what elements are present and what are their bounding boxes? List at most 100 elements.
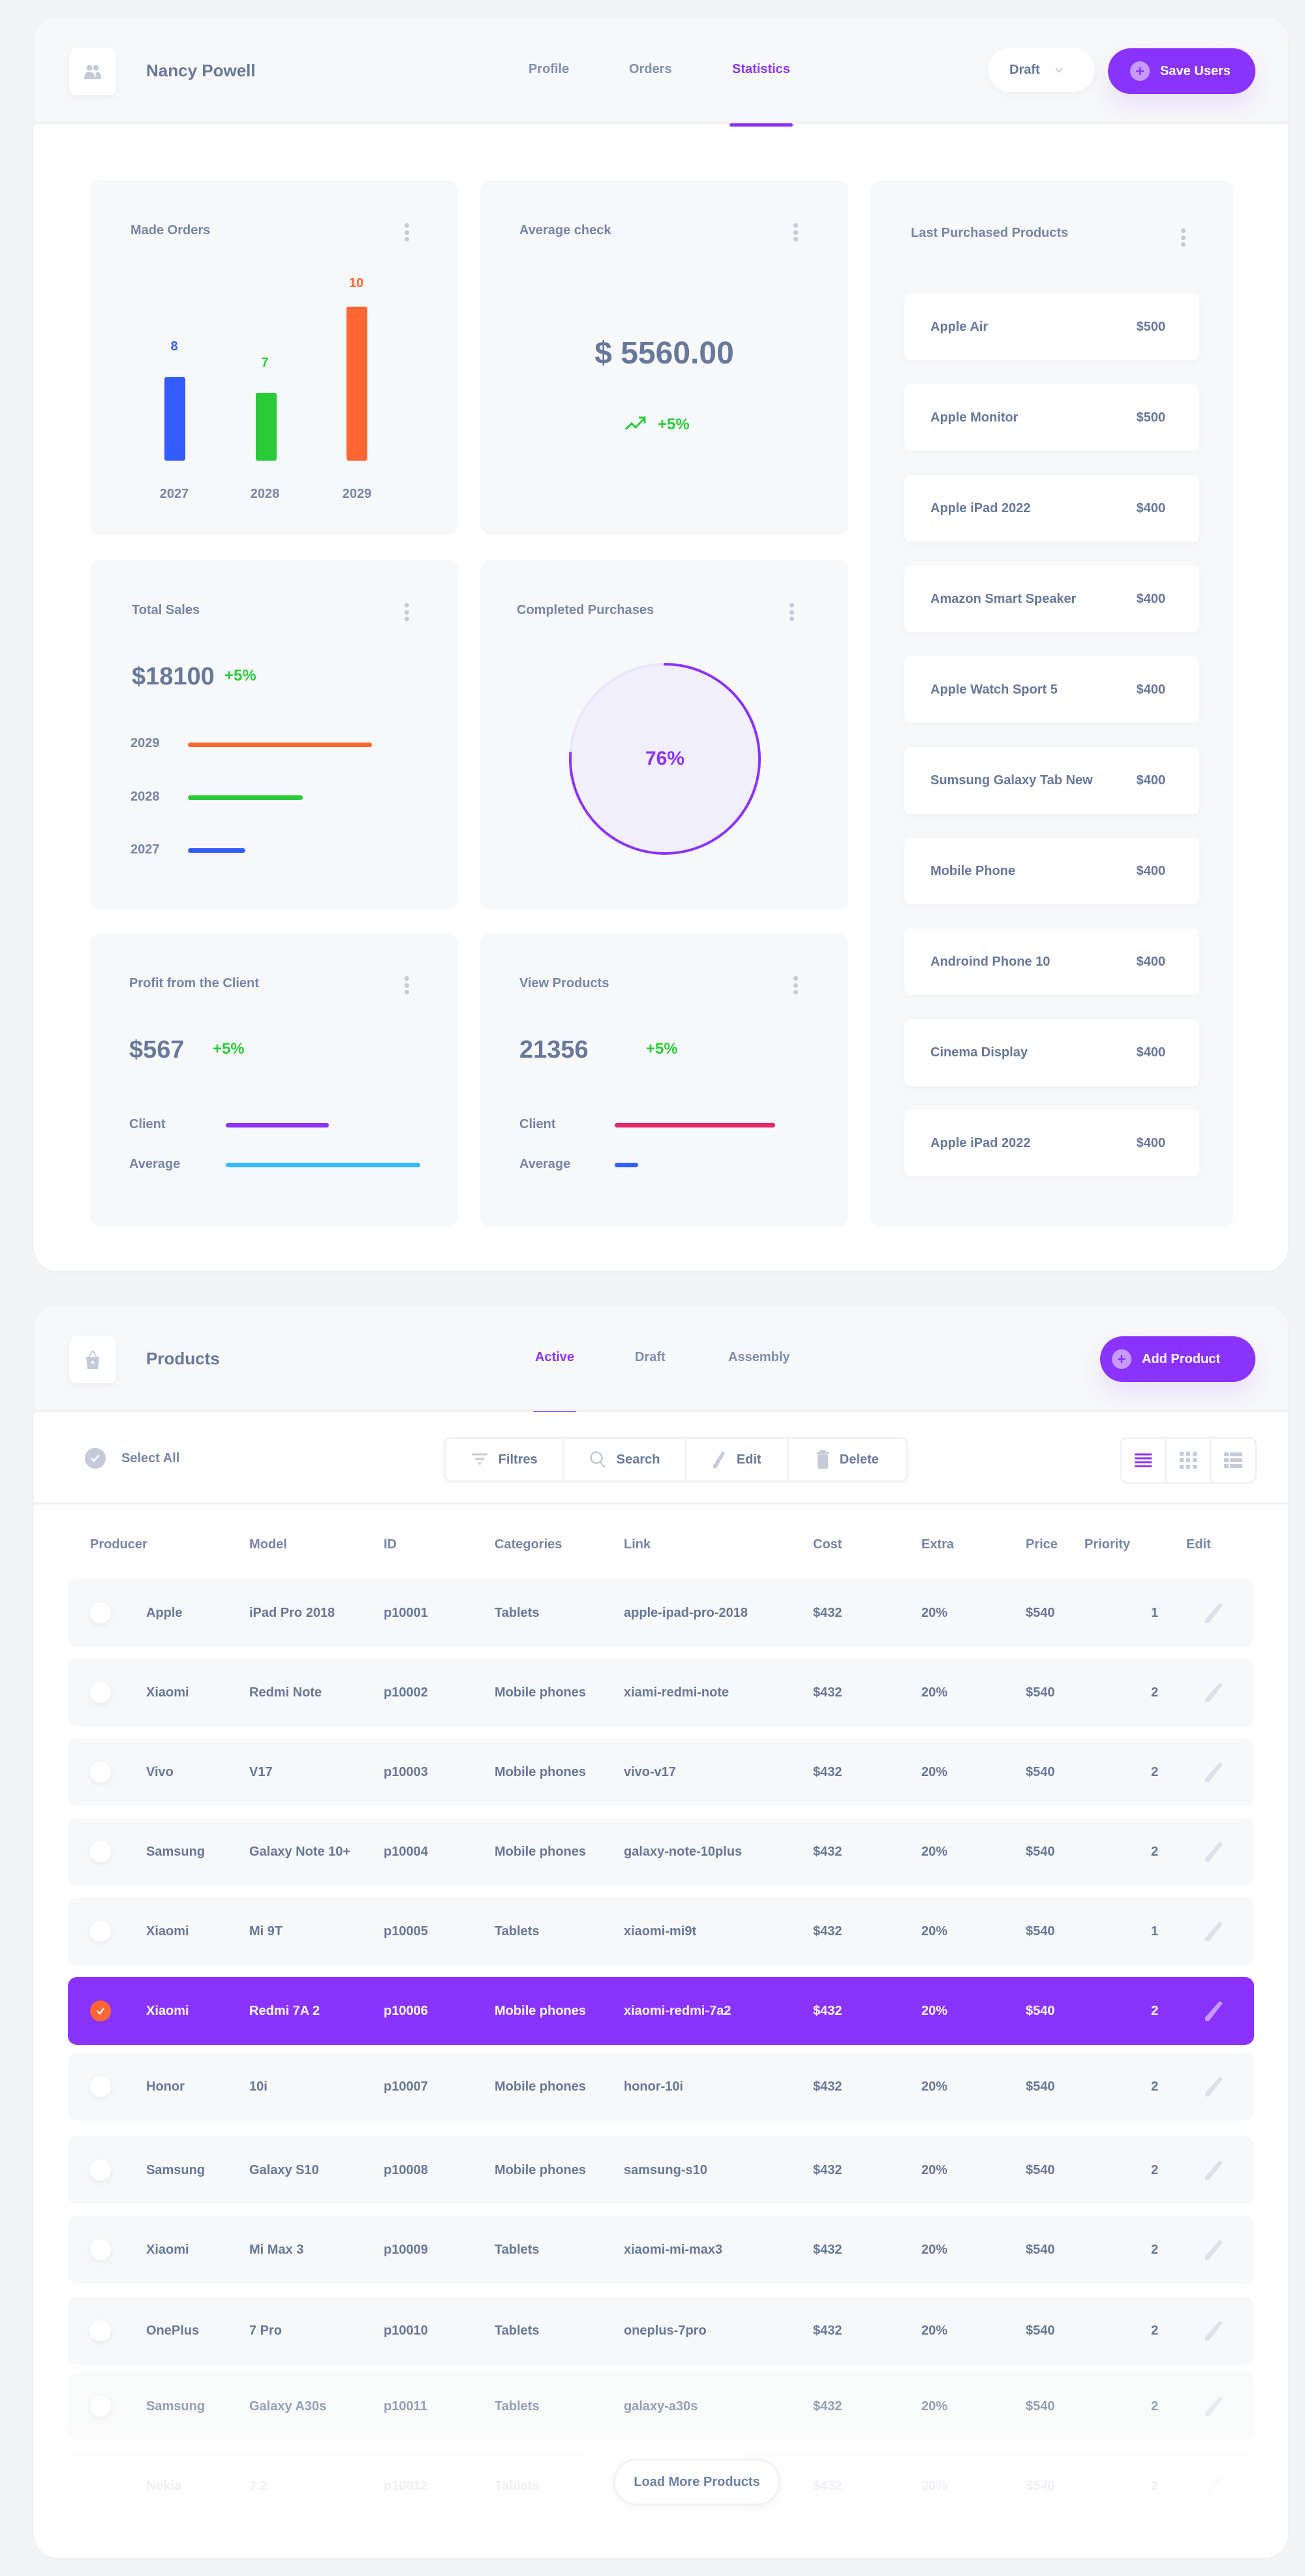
column-header-extra[interactable]: Extra xyxy=(921,1537,955,1552)
edit-pencil-icon[interactable] xyxy=(1202,1601,1225,1625)
row-checkbox[interactable] xyxy=(90,2476,111,2496)
row-checkbox[interactable] xyxy=(90,1602,111,1623)
add-product-button[interactable]: Add Product xyxy=(1100,1336,1255,1382)
cell-link[interactable]: galaxy-note-10plus xyxy=(624,1845,743,1859)
purchased-product-item[interactable]: Apple iPad 2022 $400 xyxy=(904,1110,1199,1176)
year-label: 2028 xyxy=(130,790,160,804)
purchased-product-item[interactable]: Amazon Smart Speaker $400 xyxy=(904,566,1199,632)
profit-change: +5% xyxy=(213,1040,245,1058)
more-options-icon[interactable] xyxy=(1181,228,1186,247)
purchased-product-item[interactable]: Sumsung Galaxy Tab New $400 xyxy=(904,747,1199,814)
edit-pencil-icon[interactable] xyxy=(1202,2238,1225,2262)
delete-button[interactable]: Delete xyxy=(789,1439,906,1480)
purchased-product-item[interactable]: Apple iPad 2022 $400 xyxy=(904,475,1199,542)
edit-pencil-icon[interactable] xyxy=(1202,1920,1225,1943)
bar-2029 xyxy=(346,307,367,461)
tab-statistics[interactable]: Statistics xyxy=(729,17,793,127)
purchased-product-item[interactable]: Apple Watch Sport 5 $400 xyxy=(904,656,1199,723)
cell-link[interactable]: apple-ipad-pro-2018 xyxy=(624,1606,748,1620)
purchased-product-item[interactable]: Cinema Display $400 xyxy=(904,1019,1199,1086)
row-checkbox[interactable] xyxy=(90,2396,111,2417)
bar-label-2027: 2027 xyxy=(159,487,189,501)
more-options-icon[interactable] xyxy=(405,223,410,241)
edit-pencil-icon[interactable] xyxy=(1202,1681,1225,1704)
edit-pencil-icon[interactable] xyxy=(1202,1999,1225,2023)
cell-link[interactable]: xiaomi-mi9t xyxy=(624,1924,697,1939)
edit-pencil-icon[interactable] xyxy=(1202,2075,1225,2098)
more-options-icon[interactable] xyxy=(405,976,410,994)
tab-profile[interactable]: Profile xyxy=(529,62,570,76)
row-checkbox[interactable] xyxy=(90,1762,111,1783)
table-row[interactable]: Xiaomi Redmi Note p10002 Mobile phones x… xyxy=(68,1659,1254,1726)
table-row[interactable]: Samsung Galaxy Note 10+ p10004 Mobile ph… xyxy=(68,1818,1254,1886)
cell-link[interactable]: vivo-v17 xyxy=(624,1765,677,1779)
edit-pencil-icon[interactable] xyxy=(1202,2395,1225,2418)
table-row[interactable]: OnePlus 7 Pro p10010 Tablets oneplus-7pr… xyxy=(68,2297,1254,2365)
column-header-producer[interactable]: Producer xyxy=(90,1537,147,1552)
list-view-button[interactable] xyxy=(1122,1439,1167,1482)
plus-circle-icon xyxy=(1130,61,1150,81)
tab-assembly[interactable]: Assembly xyxy=(728,1350,790,1364)
cell-id: p10009 xyxy=(384,2243,428,2257)
cell-link[interactable]: xiami-redmi-note xyxy=(624,1685,729,1700)
table-row[interactable]: Xiaomi Mi 9T p10005 Tablets xiaomi-mi9t … xyxy=(68,1897,1254,1965)
tab-orders[interactable]: Orders xyxy=(629,62,672,76)
load-more-button[interactable]: Load More Products xyxy=(613,2459,780,2506)
purchased-product-item[interactable]: Apple Air $500 xyxy=(904,294,1199,360)
purchased-product-item[interactable]: Androind Phone 10 $400 xyxy=(904,928,1199,995)
row-checkbox[interactable] xyxy=(90,2239,111,2260)
search-button[interactable]: Search xyxy=(564,1439,686,1480)
table-row[interactable]: Xiaomi Redmi 7A 2 p10006 Mobile phones x… xyxy=(68,1977,1254,2045)
cell-link[interactable]: honor-10i xyxy=(624,2079,684,2094)
tab-active[interactable]: Active xyxy=(532,1305,577,1415)
detail-view-button[interactable] xyxy=(1212,1439,1255,1482)
edit-pencil-icon[interactable] xyxy=(1202,1840,1225,1863)
more-options-icon[interactable] xyxy=(793,976,799,994)
table-row[interactable]: Samsung Galaxy S10 p10008 Mobile phones … xyxy=(68,2136,1254,2204)
row-checkbox[interactable] xyxy=(90,2320,111,2341)
row-checkbox[interactable] xyxy=(90,2001,111,2021)
cell-category: Mobile phones xyxy=(495,2079,586,2094)
column-header-link[interactable]: Link xyxy=(624,1537,651,1552)
cell-link[interactable]: samsung-s10 xyxy=(624,2163,707,2177)
edit-pencil-icon[interactable] xyxy=(1202,2319,1225,2342)
tab-draft[interactable]: Draft xyxy=(635,1350,666,1364)
more-options-icon[interactable] xyxy=(405,603,410,621)
table-row[interactable]: Samsung Galaxy A30s p10011 Tablets galax… xyxy=(68,2372,1254,2440)
status-select[interactable]: Draft xyxy=(988,48,1095,92)
column-header-id[interactable]: ID xyxy=(384,1537,397,1552)
table-row[interactable]: Xiaomi Mi Max 3 p10009 Tablets xiaomi-mi… xyxy=(68,2216,1254,2284)
more-options-icon[interactable] xyxy=(790,603,795,621)
column-header-cost[interactable]: Cost xyxy=(813,1537,842,1552)
table-row[interactable]: Vivo V17 p10003 Mobile phones vivo-v17 $… xyxy=(68,1738,1254,1806)
cell-link[interactable]: xiaomi-redmi-7a2 xyxy=(624,2004,731,2018)
column-header-model[interactable]: Model xyxy=(249,1537,287,1552)
edit-button[interactable]: Edit xyxy=(686,1439,789,1480)
cell-model: Redmi 7A 2 xyxy=(249,2004,320,2018)
edit-pencil-icon[interactable] xyxy=(1202,2474,1225,2498)
row-checkbox[interactable] xyxy=(90,2160,111,2181)
table-row[interactable]: Apple iPad Pro 2018 p10001 Tablets apple… xyxy=(68,1579,1254,1647)
bar-chart: 8 7 10 2027 2028 2029 xyxy=(90,180,458,535)
save-users-button[interactable]: Save Users xyxy=(1108,48,1255,94)
cell-link[interactable]: oneplus-7pro xyxy=(624,2323,707,2338)
purchased-product-item[interactable]: Mobile Phone $400 xyxy=(904,838,1199,904)
select-all-checkbox[interactable]: Select All xyxy=(85,1412,179,1505)
purchased-product-item[interactable]: Apple Monitor $500 xyxy=(904,384,1199,451)
edit-pencil-icon[interactable] xyxy=(1202,2158,1225,2182)
column-header-priority[interactable]: Priority xyxy=(1084,1537,1131,1552)
row-checkbox[interactable] xyxy=(90,1921,111,1942)
table-row[interactable]: Honor 10i p10007 Mobile phones honor-10i… xyxy=(68,2053,1254,2121)
row-checkbox[interactable] xyxy=(90,2076,111,2097)
edit-pencil-icon[interactable] xyxy=(1202,1760,1225,1784)
grid-view-button[interactable] xyxy=(1167,1439,1212,1482)
filters-button[interactable]: Filtres xyxy=(446,1439,565,1480)
column-header-categories[interactable]: Categories xyxy=(495,1537,562,1552)
more-options-icon[interactable] xyxy=(793,223,799,241)
row-checkbox[interactable] xyxy=(90,1682,111,1703)
cell-link[interactable]: galaxy-a30s xyxy=(624,2399,698,2414)
row-checkbox[interactable] xyxy=(90,1841,111,1862)
bar-2027 xyxy=(164,377,185,461)
column-header-price[interactable]: Price xyxy=(1026,1537,1058,1552)
cell-link[interactable]: xiaomi-mi-max3 xyxy=(624,2243,723,2257)
